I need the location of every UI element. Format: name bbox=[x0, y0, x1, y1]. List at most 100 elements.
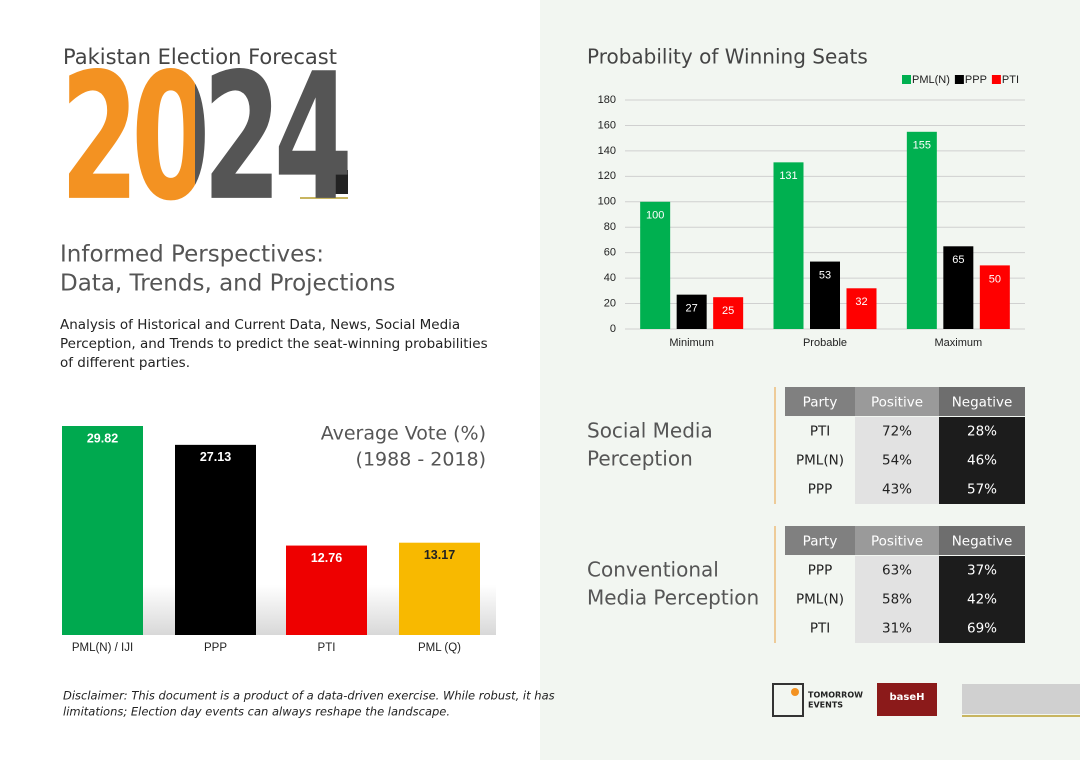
table-header-cell bbox=[785, 387, 855, 416]
value-label: 29.82 bbox=[87, 431, 118, 445]
table-cell bbox=[855, 417, 939, 446]
x-tick-label: Maximum bbox=[934, 337, 982, 349]
table-header: Party bbox=[803, 395, 838, 411]
value-label: 155 bbox=[913, 140, 931, 152]
bar bbox=[943, 246, 974, 329]
table-text: 37% bbox=[967, 563, 997, 579]
table-cell bbox=[939, 556, 1025, 585]
table-header: Negative bbox=[952, 534, 1013, 550]
table-cell bbox=[785, 614, 855, 643]
value-label: 27.13 bbox=[200, 450, 231, 464]
y-tick-label: 120 bbox=[598, 170, 616, 182]
logo-base bbox=[877, 683, 937, 716]
logo-text: EVENTS bbox=[808, 701, 843, 710]
x-tick-label: Probable bbox=[803, 337, 847, 349]
year-accent bbox=[328, 170, 348, 194]
bar bbox=[676, 294, 707, 329]
logo-box bbox=[772, 683, 804, 717]
legend-label: PML(N) bbox=[912, 74, 950, 86]
table-header-cell bbox=[939, 387, 1025, 416]
value-label: 25 bbox=[722, 305, 734, 317]
table-header: Negative bbox=[952, 395, 1013, 411]
value-label: 32 bbox=[855, 296, 867, 308]
table-cell bbox=[785, 556, 855, 585]
table-text: 58% bbox=[882, 592, 912, 608]
table-cell bbox=[855, 556, 939, 585]
table-cell bbox=[939, 417, 1025, 446]
y-tick-label: 180 bbox=[598, 94, 616, 106]
y-tick-label: 80 bbox=[604, 221, 616, 233]
headline: Informed Perspectives: bbox=[60, 242, 324, 268]
table-cell bbox=[855, 446, 939, 475]
logo-gray bbox=[962, 684, 1080, 714]
table-text: PML(N) bbox=[796, 453, 844, 469]
table-title: Perception bbox=[587, 447, 693, 471]
bar bbox=[175, 444, 256, 635]
table-header: Positive bbox=[871, 534, 923, 550]
y-tick-label: 20 bbox=[604, 297, 616, 309]
description: Perception, and Trends to predict the se… bbox=[60, 336, 488, 352]
legend-swatch bbox=[902, 75, 911, 84]
y-tick-label: 40 bbox=[604, 272, 616, 284]
logo-text: baseH bbox=[889, 692, 924, 703]
value-label: 27 bbox=[686, 303, 698, 315]
x-tick-label: PML(N) / IJI bbox=[72, 642, 133, 654]
value-label: 53 bbox=[819, 269, 831, 281]
legend-swatch bbox=[991, 75, 1001, 84]
table-title: Conventional bbox=[587, 558, 719, 582]
chart-title: Probability of Winning Seats bbox=[587, 45, 868, 69]
chart-title: Average Vote (%) bbox=[321, 423, 486, 445]
bar bbox=[399, 542, 480, 635]
table-text: 54% bbox=[882, 453, 912, 469]
bar bbox=[640, 201, 671, 329]
table-cell bbox=[939, 614, 1025, 643]
value-label: 100 bbox=[646, 210, 664, 222]
x-tick-label: PPP bbox=[204, 642, 227, 654]
bar bbox=[713, 297, 744, 329]
bar bbox=[979, 265, 1010, 329]
logo-text: TOMORROW bbox=[808, 691, 863, 700]
table-text: 46% bbox=[967, 453, 997, 469]
table-text: 57% bbox=[967, 482, 997, 498]
table-header-cell bbox=[785, 526, 855, 555]
bar bbox=[286, 545, 367, 635]
table-cell bbox=[939, 585, 1025, 614]
disclaimer: Disclaimer: This document is a product o… bbox=[63, 689, 555, 703]
table-text: 42% bbox=[967, 592, 997, 608]
bar bbox=[62, 426, 143, 635]
value-label: 50 bbox=[989, 273, 1001, 285]
table-header-cell bbox=[855, 387, 939, 416]
description: Analysis of Historical and Current Data,… bbox=[60, 317, 460, 333]
table-cell bbox=[855, 614, 939, 643]
table-title: Social Media bbox=[587, 419, 713, 443]
table-text: PTI bbox=[810, 424, 830, 440]
table-text: 43% bbox=[882, 482, 912, 498]
legend-label: PPP bbox=[965, 74, 987, 86]
table-text: 63% bbox=[882, 563, 912, 579]
table-header-cell bbox=[939, 526, 1025, 555]
y-tick-label: 0 bbox=[610, 323, 616, 335]
bar bbox=[773, 162, 804, 329]
value-label: 131 bbox=[779, 170, 797, 182]
table-text: PML(N) bbox=[796, 592, 844, 608]
value-label: 12.76 bbox=[311, 551, 342, 565]
table-text: 72% bbox=[882, 424, 912, 440]
table-cell bbox=[939, 475, 1025, 504]
description: of different parties. bbox=[60, 355, 190, 371]
y-tick-label: 100 bbox=[598, 196, 616, 208]
legend-label: PTI bbox=[1002, 74, 1019, 86]
table-header: Party bbox=[803, 534, 838, 550]
table-text: PTI bbox=[810, 621, 830, 637]
y-tick-label: 140 bbox=[598, 145, 616, 157]
y-tick-label: 160 bbox=[598, 119, 616, 131]
disclaimer: limitations; Election day events can alw… bbox=[63, 705, 450, 719]
table-cell bbox=[855, 585, 939, 614]
kicker: Pakistan Election Forecast bbox=[63, 45, 337, 69]
table-cell bbox=[785, 585, 855, 614]
table-title: Media Perception bbox=[587, 586, 759, 610]
bar bbox=[906, 131, 937, 329]
value-label: 13.17 bbox=[424, 548, 455, 562]
table-text: 69% bbox=[967, 621, 997, 637]
value-label: 65 bbox=[952, 254, 964, 266]
